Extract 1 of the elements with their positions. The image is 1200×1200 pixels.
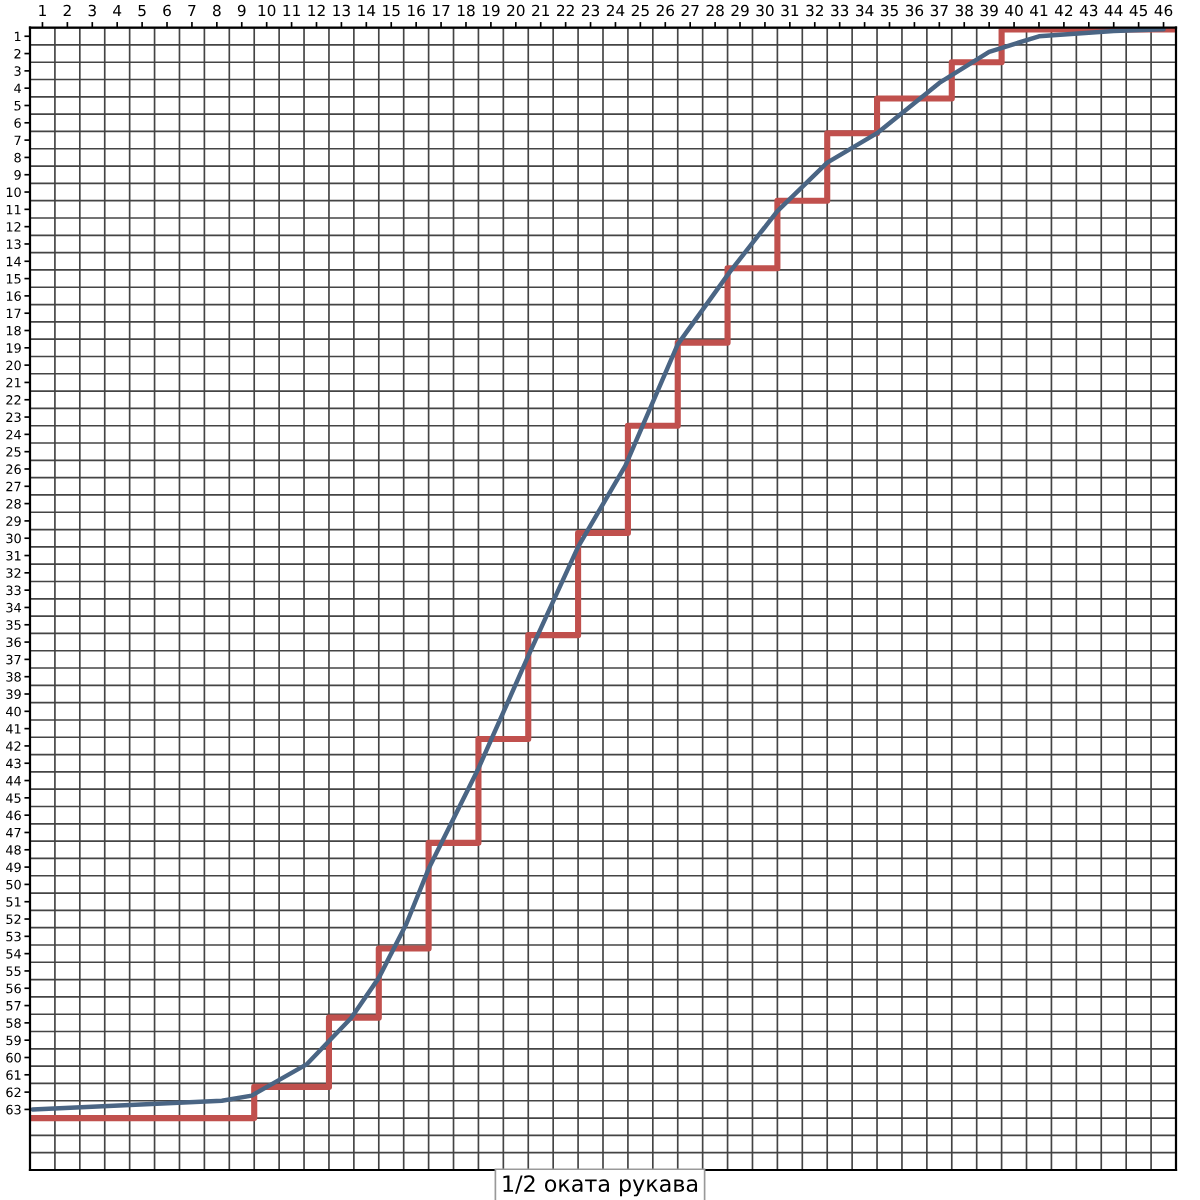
text: 1/2 оката рукава bbox=[503, 1175, 698, 1197]
